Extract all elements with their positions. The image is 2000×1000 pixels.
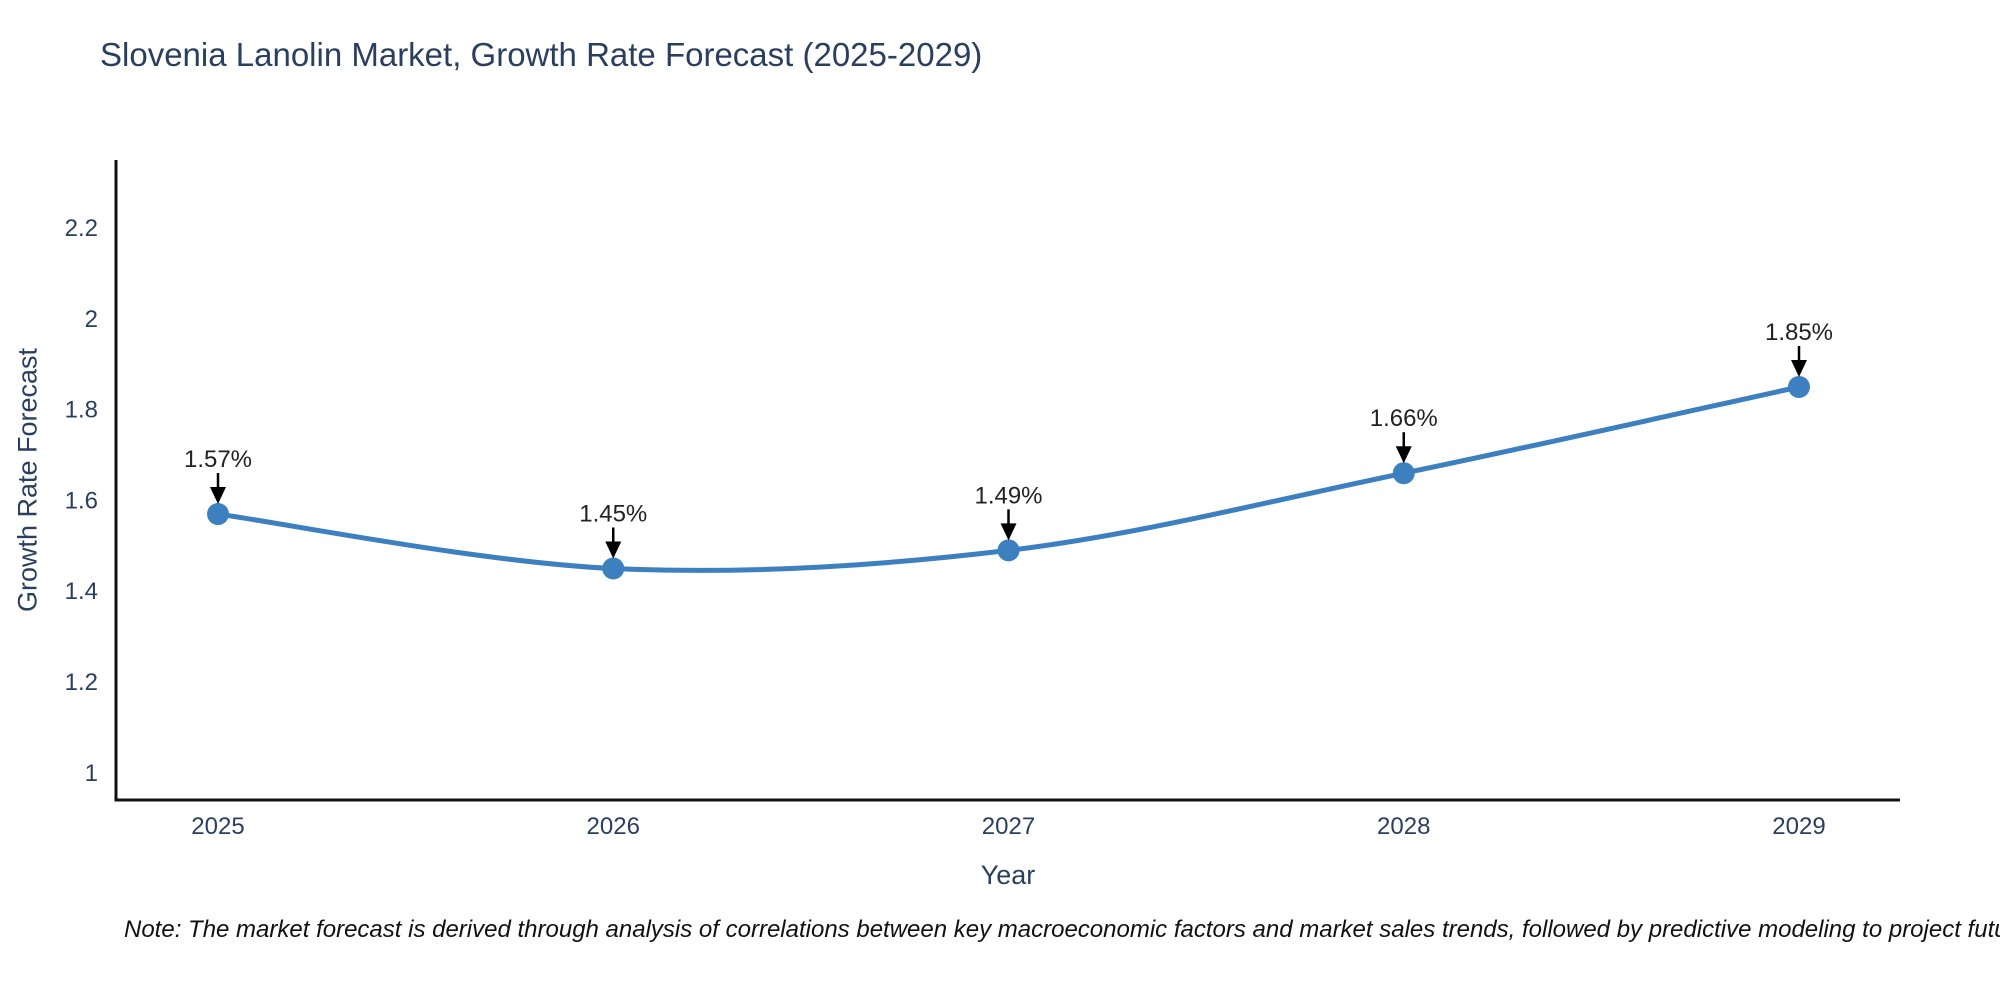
data-point-label: 1.85% bbox=[1765, 319, 1833, 346]
annotation-arrowhead-icon bbox=[1395, 446, 1412, 464]
data-point-label: 1.66% bbox=[1370, 405, 1438, 432]
x-tick-label: 2028 bbox=[1377, 813, 1430, 840]
annotation-arrowhead-icon bbox=[605, 541, 622, 559]
annotation-arrowhead-icon bbox=[1791, 359, 1807, 377]
y-tick-label: 2 bbox=[85, 306, 98, 333]
x-tick-label: 2026 bbox=[587, 813, 640, 840]
x-tick-label: 2025 bbox=[191, 813, 244, 840]
y-axis-title: Growth Rate Forecast bbox=[12, 347, 43, 613]
data-point-marker bbox=[602, 557, 625, 580]
x-axis-title: Year bbox=[980, 860, 1036, 890]
x-tick-label: 2029 bbox=[1772, 813, 1825, 840]
chart-note: Note: The market forecast is derived thr… bbox=[124, 916, 2000, 943]
data-point-label: 1.49% bbox=[974, 482, 1042, 509]
y-tick-label: 1.6 bbox=[65, 487, 98, 514]
x-tick-label: 2027 bbox=[982, 813, 1035, 840]
y-tick-label: 1.2 bbox=[65, 669, 98, 696]
data-point-marker bbox=[207, 503, 229, 526]
y-tick-label: 1.8 bbox=[65, 397, 98, 424]
data-point-marker bbox=[1788, 375, 1810, 398]
annotation-arrowhead-icon bbox=[210, 487, 226, 505]
y-tick-label: 1.4 bbox=[65, 578, 98, 605]
chart-title: Slovenia Lanolin Market, Growth Rate For… bbox=[100, 36, 983, 73]
data-point-label: 1.57% bbox=[184, 446, 252, 473]
y-tick-label: 2.2 bbox=[65, 215, 98, 242]
annotation-arrowhead-icon bbox=[1000, 523, 1017, 541]
data-point-label: 1.45% bbox=[579, 501, 647, 528]
y-tick-label: 1 bbox=[85, 760, 98, 787]
data-point-marker bbox=[1392, 462, 1415, 485]
data-point-marker bbox=[997, 539, 1020, 562]
